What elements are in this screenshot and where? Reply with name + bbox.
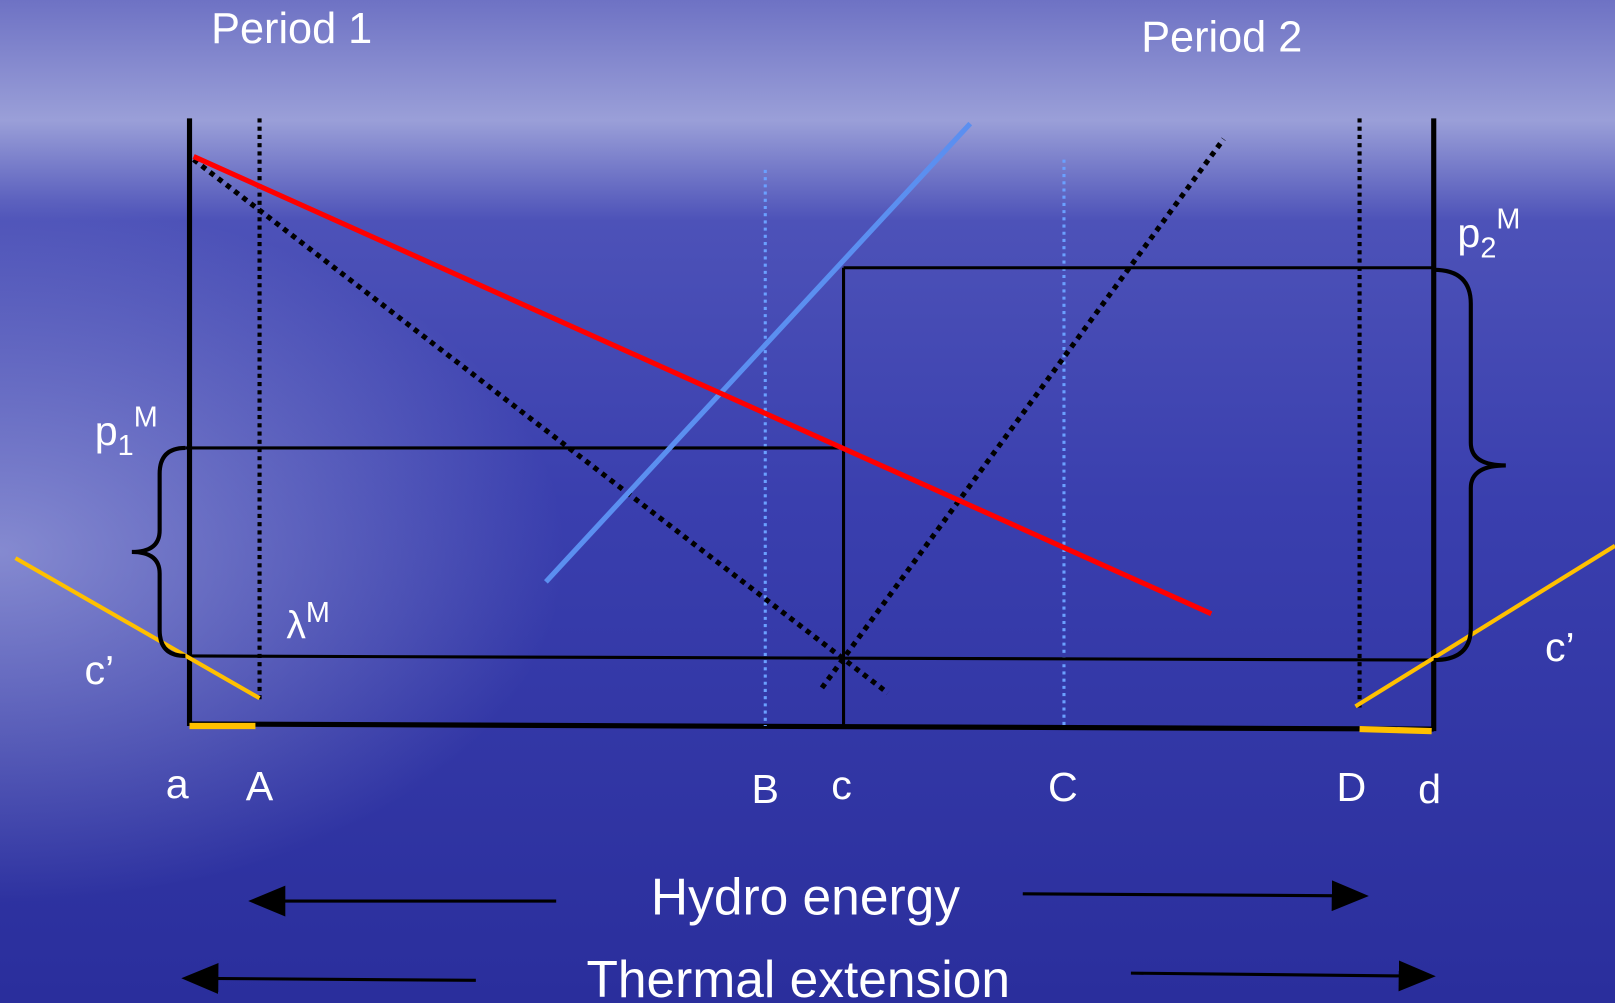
cost-label: c’ [1545, 624, 1575, 670]
label-sub: 2 [1480, 232, 1496, 264]
arrow [187, 978, 475, 980]
arrow [1023, 894, 1363, 896]
axis-label: D [1336, 764, 1366, 810]
yellow-segment [1360, 729, 1432, 731]
axis-label: a [166, 761, 189, 807]
label-sup: M [306, 597, 330, 629]
label-sup: M [1496, 204, 1520, 236]
cost-label: c’ [84, 647, 114, 693]
slide: Period 1 Period 2 p1M p2M λM c’ c’ a A B… [0, 0, 1615, 1003]
label-base: p [95, 408, 118, 454]
axis-label: d [1418, 766, 1441, 812]
period-title: Period 2 [1141, 13, 1302, 61]
arrow-label: Thermal extension [586, 950, 1010, 1003]
arrow-label: Hydro energy [651, 867, 960, 925]
axis-label: c [831, 762, 852, 808]
period-title: Period 1 [211, 5, 372, 53]
axis-label: C [1048, 764, 1078, 810]
label-base: λ [286, 604, 306, 647]
axis-label: B [752, 766, 779, 812]
label-base: p [1457, 210, 1480, 256]
page: {"titles": {"period_1": "Period 1", "per… [0, 0, 1615, 1003]
label-sub: 1 [118, 430, 134, 462]
background-glow [0, 0, 1615, 1003]
label-sup: M [134, 401, 158, 433]
axis-label: A [246, 763, 274, 809]
